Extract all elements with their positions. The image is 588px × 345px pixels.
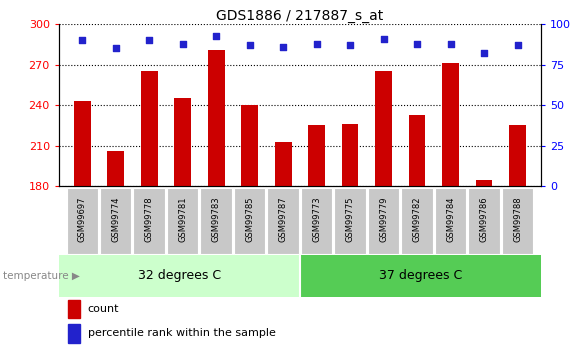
Bar xyxy=(409,115,426,186)
Text: GSM99775: GSM99775 xyxy=(346,197,355,242)
Text: GSM99778: GSM99778 xyxy=(145,197,153,242)
Text: GSM99785: GSM99785 xyxy=(245,197,254,242)
Text: GSM99784: GSM99784 xyxy=(446,197,455,242)
Point xyxy=(279,44,288,50)
Title: GDS1886 / 217887_s_at: GDS1886 / 217887_s_at xyxy=(216,9,383,23)
Text: GSM99788: GSM99788 xyxy=(513,197,522,242)
Text: GSM99773: GSM99773 xyxy=(312,197,321,242)
Text: GSM99783: GSM99783 xyxy=(212,197,220,242)
Bar xyxy=(275,142,292,186)
Bar xyxy=(68,324,81,343)
Point xyxy=(479,51,489,56)
FancyBboxPatch shape xyxy=(435,188,466,254)
Text: count: count xyxy=(88,304,119,314)
Bar xyxy=(300,255,541,297)
FancyBboxPatch shape xyxy=(301,188,332,254)
Bar xyxy=(509,126,526,186)
Text: GSM99786: GSM99786 xyxy=(480,197,489,242)
Bar xyxy=(174,98,191,186)
Bar xyxy=(442,63,459,186)
Bar xyxy=(141,71,158,186)
Bar xyxy=(342,124,359,186)
Bar xyxy=(375,71,392,186)
Text: GSM99787: GSM99787 xyxy=(279,197,288,242)
FancyBboxPatch shape xyxy=(234,188,265,254)
Point xyxy=(513,42,522,48)
Text: GSM99782: GSM99782 xyxy=(413,197,422,242)
Point xyxy=(245,42,255,48)
FancyBboxPatch shape xyxy=(268,188,299,254)
Point xyxy=(345,42,355,48)
Bar xyxy=(59,255,300,297)
FancyBboxPatch shape xyxy=(335,188,366,254)
FancyBboxPatch shape xyxy=(201,188,232,254)
FancyBboxPatch shape xyxy=(167,188,198,254)
Text: GSM99779: GSM99779 xyxy=(379,197,388,242)
FancyBboxPatch shape xyxy=(66,188,98,254)
Point xyxy=(446,41,455,46)
Point xyxy=(212,33,221,38)
FancyBboxPatch shape xyxy=(368,188,399,254)
Point xyxy=(78,38,87,43)
FancyBboxPatch shape xyxy=(133,188,165,254)
Text: GSM99697: GSM99697 xyxy=(78,197,87,242)
Text: 37 degrees C: 37 degrees C xyxy=(379,269,462,283)
Text: 32 degrees C: 32 degrees C xyxy=(138,269,221,283)
Point xyxy=(379,36,388,41)
Bar xyxy=(476,179,492,186)
FancyBboxPatch shape xyxy=(402,188,433,254)
FancyBboxPatch shape xyxy=(502,188,533,254)
Text: temperature ▶: temperature ▶ xyxy=(3,271,80,281)
Text: GSM99774: GSM99774 xyxy=(111,197,120,242)
Bar xyxy=(108,151,124,186)
FancyBboxPatch shape xyxy=(100,188,132,254)
Point xyxy=(111,46,121,51)
Bar xyxy=(68,300,81,318)
Point xyxy=(145,38,154,43)
Point xyxy=(412,41,422,46)
FancyBboxPatch shape xyxy=(468,188,500,254)
Bar xyxy=(208,50,225,186)
Point xyxy=(178,41,188,46)
Text: GSM99781: GSM99781 xyxy=(178,197,187,242)
Text: percentile rank within the sample: percentile rank within the sample xyxy=(88,328,276,338)
Bar xyxy=(308,126,325,186)
Bar xyxy=(241,105,258,186)
Point xyxy=(312,41,321,46)
Bar xyxy=(74,101,91,186)
